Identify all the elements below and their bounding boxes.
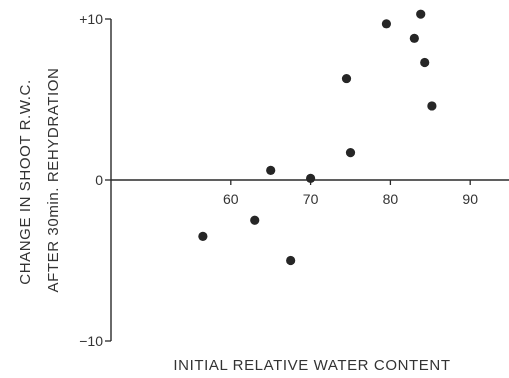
x-tick-label: 80 bbox=[383, 191, 399, 207]
y-ticks: +10 0 −10 bbox=[79, 11, 111, 349]
x-axis-title: INITIAL RELATIVE WATER CONTENT bbox=[173, 357, 450, 374]
data-point bbox=[341, 73, 352, 84]
x-ticks: 60 70 80 90 bbox=[223, 180, 478, 207]
data-point bbox=[427, 101, 437, 111]
data-point bbox=[381, 19, 392, 29]
y-axis-title-line1: CHANGE IN SHOOT R.W.C. bbox=[17, 79, 34, 284]
data-point bbox=[420, 57, 430, 68]
x-tick-label: 90 bbox=[462, 191, 478, 207]
data-points bbox=[198, 9, 437, 266]
data-point bbox=[286, 255, 296, 266]
x-tick-label: 60 bbox=[223, 191, 239, 207]
data-point bbox=[345, 148, 356, 158]
x-tick-label: 70 bbox=[303, 191, 319, 207]
data-point bbox=[409, 33, 419, 43]
data-point bbox=[306, 173, 316, 183]
y-tick-label: +10 bbox=[79, 11, 103, 27]
y-tick-label: 0 bbox=[95, 172, 103, 188]
data-point bbox=[416, 9, 426, 19]
data-point bbox=[266, 165, 276, 175]
data-point bbox=[198, 231, 208, 241]
data-point bbox=[250, 215, 260, 225]
y-tick-label: −10 bbox=[79, 333, 103, 349]
y-axis-title-line2: AFTER 30min. REHYDRATION bbox=[45, 68, 62, 293]
